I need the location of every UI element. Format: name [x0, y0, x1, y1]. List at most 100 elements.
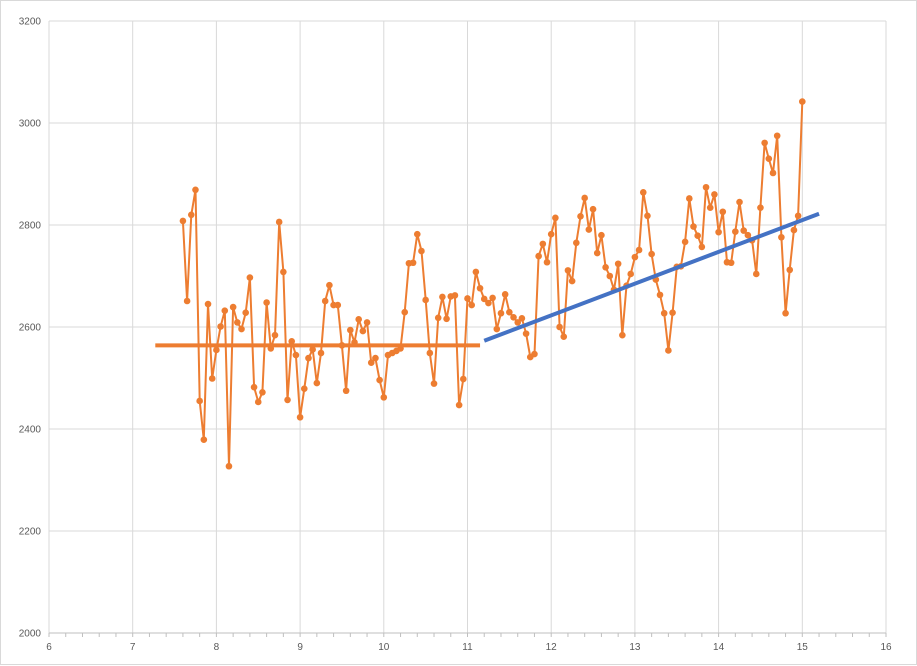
x-tick-label: 13 [629, 642, 641, 653]
data-point [246, 274, 254, 281]
data-point [334, 301, 342, 309]
data-point [372, 354, 379, 362]
data-point [531, 350, 538, 358]
data-point [493, 325, 501, 333]
data-point [656, 291, 664, 299]
y-tick-label: 2000 [19, 629, 42, 640]
data-point [464, 295, 471, 302]
data-point [547, 230, 555, 238]
data-point [443, 315, 450, 323]
y-tick-label: 2400 [19, 425, 42, 436]
data-point [598, 231, 605, 239]
data-point [732, 228, 739, 235]
data-point [681, 238, 689, 246]
data-point [455, 401, 463, 409]
data-point [342, 387, 350, 395]
data-point [606, 272, 614, 280]
data-point [300, 385, 308, 393]
data-point [782, 309, 789, 317]
data-point [217, 323, 224, 330]
data-point [765, 155, 773, 162]
data-point [413, 230, 421, 238]
y-tick-label: 3000 [19, 119, 42, 130]
axes [48, 632, 887, 637]
data-point [204, 300, 212, 308]
data-point [778, 233, 785, 241]
y-tick-label: 2800 [19, 221, 42, 232]
data-point [757, 204, 764, 211]
data-point [401, 308, 409, 316]
data-point [706, 204, 714, 211]
data-point [627, 270, 635, 278]
data-point [514, 319, 522, 326]
data-point [727, 259, 735, 267]
x-tick-label: 8 [214, 642, 220, 653]
data-point [480, 295, 488, 303]
data-point [786, 266, 794, 274]
series-line [181, 101, 804, 468]
data-point [577, 213, 584, 220]
data-point [367, 359, 375, 367]
data-point [619, 331, 626, 339]
data-point [284, 396, 291, 404]
data-point [535, 252, 542, 260]
data-point [238, 325, 245, 333]
data-point [263, 299, 270, 306]
x-tick-label: 7 [130, 642, 136, 653]
data-point [719, 208, 727, 216]
data-point [208, 375, 216, 382]
data-point [317, 349, 325, 357]
data-point [518, 315, 526, 322]
data-point [510, 314, 517, 321]
data-point [543, 258, 551, 266]
data-point [648, 250, 655, 258]
x-tick-label: 15 [797, 642, 809, 653]
tick-labels: 6 7 8 9 10 11 12 13 14 15 16 2000 2200 2400 2600 2800 30… [19, 17, 892, 654]
data-point [468, 301, 475, 309]
y-tick-label: 2200 [19, 527, 42, 538]
data-point [744, 231, 752, 239]
data-point [573, 239, 580, 247]
data-point [326, 281, 333, 289]
data-point [501, 291, 509, 298]
x-tick-label: 9 [297, 642, 303, 653]
data-point [702, 183, 710, 191]
data-point [506, 308, 513, 316]
data-point [794, 212, 802, 220]
data-point [376, 376, 383, 384]
data-point [321, 297, 329, 305]
data-point [614, 260, 622, 268]
data-point [581, 194, 588, 202]
data-point [631, 253, 639, 261]
data-point [564, 267, 572, 274]
data-point [296, 413, 304, 421]
data-point [522, 330, 530, 337]
data-point [347, 326, 354, 334]
data-point [179, 217, 187, 225]
data-point [736, 198, 743, 206]
data-point [434, 314, 442, 322]
data-point [221, 307, 229, 314]
data-point [200, 436, 208, 444]
data-point [472, 268, 480, 276]
data-point [225, 462, 233, 470]
data-point [305, 354, 312, 362]
data-point [694, 232, 701, 240]
data-point [635, 246, 643, 254]
data-point [271, 331, 279, 339]
data-point [280, 268, 287, 276]
data-point [439, 293, 446, 301]
data-point [665, 347, 672, 354]
data-point [698, 243, 706, 251]
data-point [275, 218, 283, 226]
data-point [250, 383, 258, 391]
gridlines [48, 20, 887, 634]
data-point [254, 398, 262, 406]
x-tick-label: 14 [713, 642, 725, 653]
data-point [187, 211, 195, 219]
data-point [556, 323, 563, 331]
data-point [669, 309, 676, 317]
data-point [740, 227, 748, 234]
data-point [359, 327, 367, 335]
